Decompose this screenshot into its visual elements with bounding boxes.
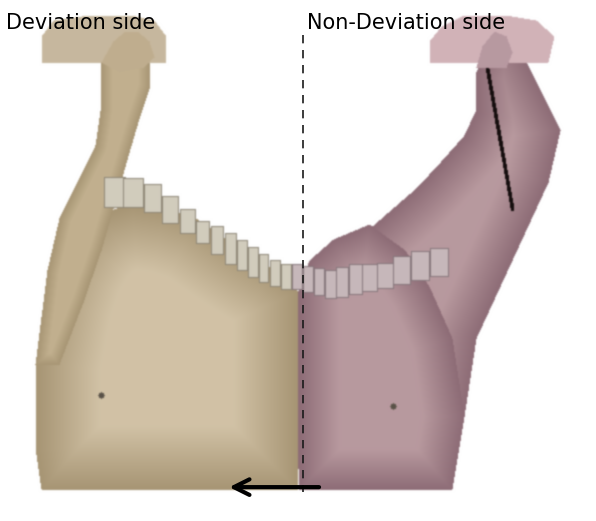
Text: Deviation side: Deviation side [6,13,155,33]
Text: Non-Deviation side: Non-Deviation side [307,13,505,33]
